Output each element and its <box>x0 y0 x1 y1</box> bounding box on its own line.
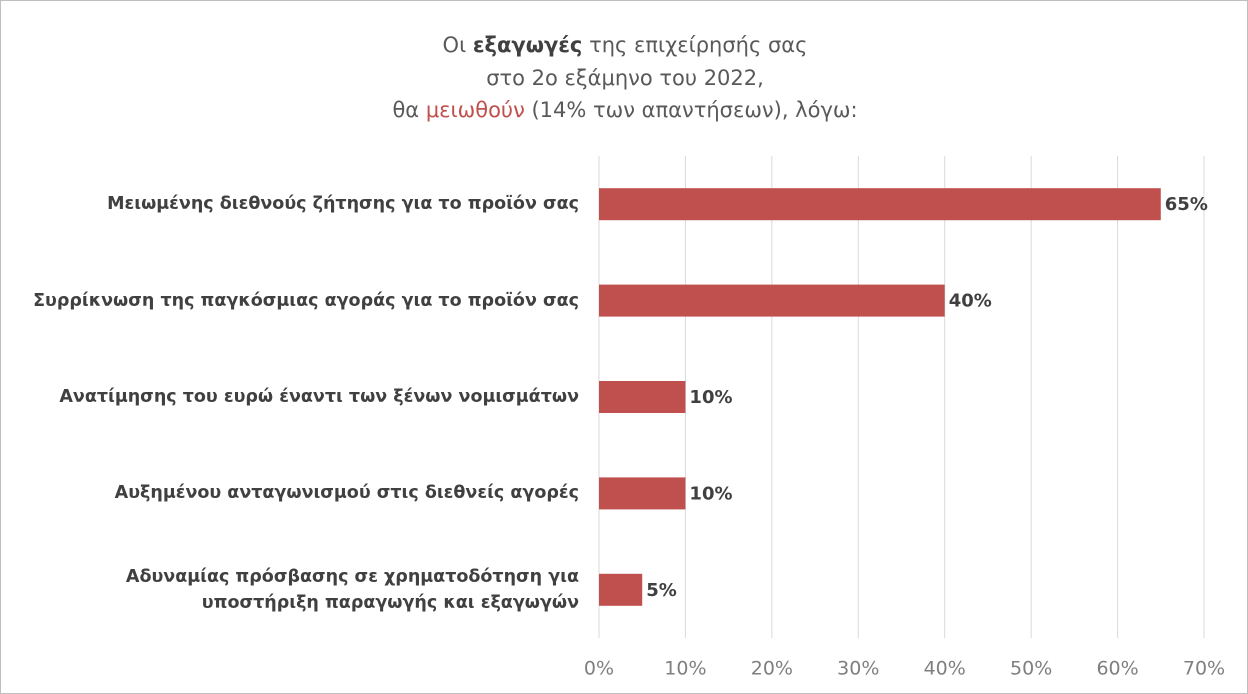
x-tick-label: 10% <box>664 658 706 680</box>
title-part: στο 2ο εξάμηνο του 2022, <box>486 66 764 90</box>
x-tick-label: 50% <box>1010 658 1052 680</box>
title-part: θα <box>392 98 425 122</box>
bar <box>599 188 1161 221</box>
y-tick-label: Μειωμένης διεθνούς ζήτησης για το προϊόν… <box>107 194 579 215</box>
bar <box>599 477 686 510</box>
chart-title: στο 2ο εξάμηνο του 2022, <box>486 66 764 90</box>
bar <box>599 284 945 317</box>
x-tick-label: 30% <box>837 658 879 680</box>
bar <box>599 573 643 606</box>
x-tick-label: 0% <box>584 658 614 680</box>
chart-title: θα μειωθούν (14% των απαντήσεων), λόγω: <box>392 98 857 122</box>
x-tick-label: 60% <box>1096 658 1138 680</box>
data-label: 5% <box>646 580 677 601</box>
data-label: 10% <box>689 387 732 408</box>
title-part: (14% των απαντήσεων), λόγω: <box>525 98 858 122</box>
data-label: 10% <box>689 483 732 504</box>
title-part: μειωθούν <box>426 98 525 122</box>
x-tick-label: 70% <box>1183 658 1225 680</box>
bar <box>599 381 686 413</box>
title-part: της επιχείρησής σας <box>582 33 807 57</box>
title-part: Οι <box>443 33 473 57</box>
chart-title: Οι εξαγωγές της επιχείρησής σας <box>443 33 808 57</box>
y-tick-label: Αδυναμίας πρόσβασης σε χρηματοδότηση για… <box>125 566 579 613</box>
y-tick-label: Αυξημένου ανταγωνισμού στις διεθνείς αγο… <box>114 483 579 504</box>
x-tick-label: 20% <box>751 658 793 680</box>
y-tick-label: Συρρίκνωση της παγκόσμιας αγοράς για το … <box>33 290 579 311</box>
title-part: εξαγωγές <box>473 33 583 57</box>
data-label: 40% <box>949 291 992 312</box>
x-tick-label: 40% <box>924 658 966 680</box>
y-tick-label: Ανατίμησης του ευρώ έναντι των ξένων νομ… <box>59 387 579 407</box>
data-label: 65% <box>1165 194 1208 215</box>
